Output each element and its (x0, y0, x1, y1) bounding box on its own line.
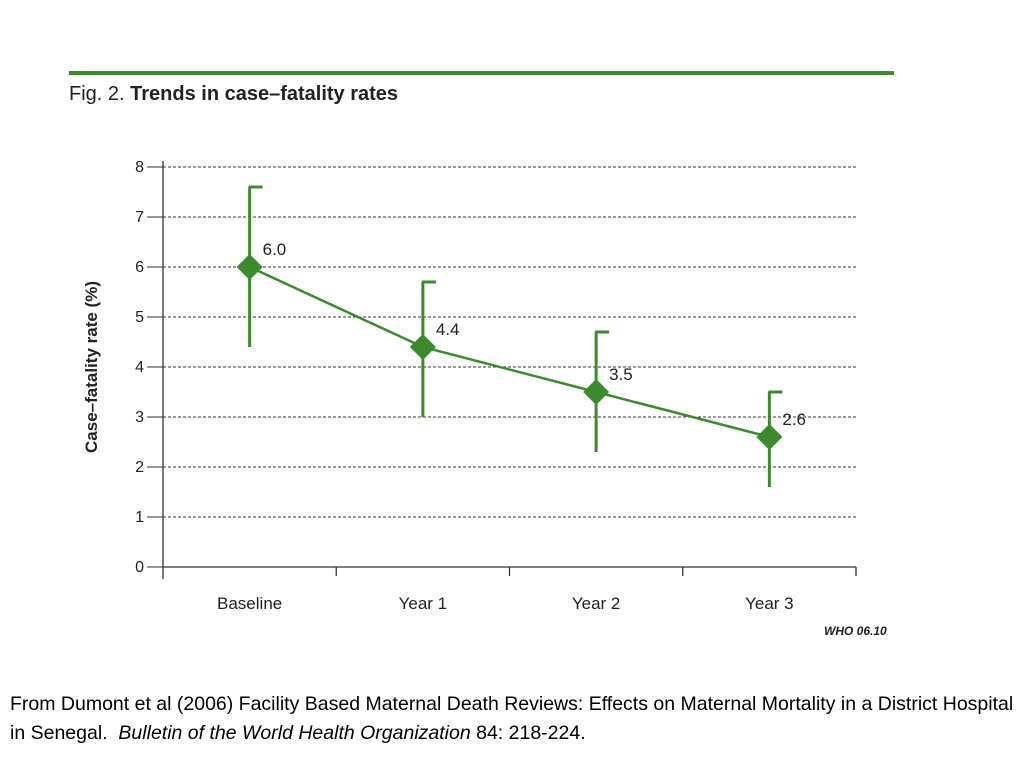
citation-text: From Dumont et al (2006) Facility Based … (10, 693, 1014, 744)
error-bars (248, 185, 783, 487)
y-tick-labels: 0 1 2 3 4 5 6 7 8 (135, 159, 144, 576)
data-point-marker (583, 379, 610, 405)
axes (147, 161, 857, 579)
y-tick-label: 1 (135, 509, 144, 526)
y-tick-label: 7 (135, 209, 144, 226)
y-tick-label: 4 (135, 359, 144, 376)
x-tick-label: Year 2 (572, 594, 621, 613)
x-tick-label: Year 1 (399, 594, 448, 613)
gridlines (163, 166, 856, 518)
data-label: 4.4 (436, 320, 460, 339)
y-tick-label: 0 (135, 559, 144, 576)
y-tick-label: 3 (135, 409, 144, 426)
data-label: 2.6 (782, 410, 806, 429)
header-rule (69, 71, 894, 75)
data-labels: 6.0 4.4 3.5 2.6 (263, 240, 806, 429)
y-axis-label: Case–fatality rate (%) (82, 281, 101, 453)
figure-label: Fig. 2. (69, 83, 125, 105)
figure-title: Fig. 2. Trends in case–fatality rates (69, 83, 398, 106)
figure-title-text: Trends in case–fatality rates (130, 83, 399, 105)
y-tick-label: 6 (135, 259, 144, 276)
case-fatality-chart: 0 1 2 3 4 5 6 7 8 Baseline Year 1 Year 2 Year 3 Cas… (82, 159, 857, 613)
data-label: 6.0 (263, 240, 287, 259)
x-tick-label: Baseline (217, 594, 282, 613)
figure-credit: WHO 06.10 (824, 624, 887, 638)
y-tick-label: 8 (135, 159, 144, 176)
data-label: 3.5 (609, 365, 633, 384)
x-tick-label: Year 3 (745, 594, 794, 613)
data-point-marker (236, 254, 263, 280)
y-tick-label: 2 (135, 459, 144, 476)
data-markers (236, 254, 783, 450)
citation-journal: Bulletin of the World Health Organizatio… (118, 722, 471, 744)
y-tick-label: 5 (135, 309, 144, 326)
data-point-marker (756, 424, 783, 450)
series-line (249, 265, 770, 439)
x-tick-labels: Baseline Year 1 Year 2 Year 3 (217, 594, 794, 613)
citation-volume: 84: 218-224. (470, 722, 586, 744)
source-citation: From Dumont et al (2006) Facility Based … (10, 690, 1015, 748)
data-point-marker (409, 334, 436, 360)
